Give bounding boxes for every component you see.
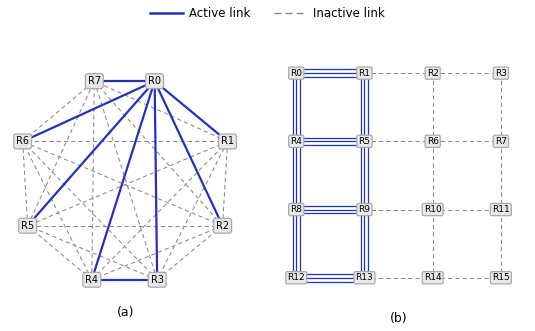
Text: R15: R15 [492, 273, 510, 282]
Text: R11: R11 [492, 205, 510, 214]
Text: R9: R9 [358, 205, 370, 214]
Text: R0: R0 [291, 69, 302, 77]
Text: R6: R6 [16, 136, 29, 147]
Text: R7: R7 [88, 76, 101, 86]
Text: R0: R0 [148, 76, 161, 86]
Text: R13: R13 [356, 273, 373, 282]
Text: R8: R8 [291, 205, 302, 214]
Legend: Active link, Inactive link: Active link, Inactive link [146, 3, 389, 25]
Text: R7: R7 [495, 137, 507, 146]
Text: R1: R1 [358, 69, 370, 77]
Text: R3: R3 [151, 275, 164, 285]
Text: R1: R1 [221, 136, 234, 147]
Text: R2: R2 [427, 69, 439, 77]
Text: R6: R6 [427, 137, 439, 146]
Text: R4: R4 [85, 275, 98, 285]
Text: R4: R4 [291, 137, 302, 146]
Text: R3: R3 [495, 69, 507, 77]
Text: R5: R5 [358, 137, 370, 146]
Text: (b): (b) [390, 312, 407, 325]
Text: R10: R10 [424, 205, 441, 214]
Text: R12: R12 [287, 273, 305, 282]
Text: R5: R5 [21, 221, 34, 231]
Text: R14: R14 [424, 273, 441, 282]
Text: R2: R2 [216, 221, 229, 231]
Text: (a): (a) [117, 306, 134, 319]
